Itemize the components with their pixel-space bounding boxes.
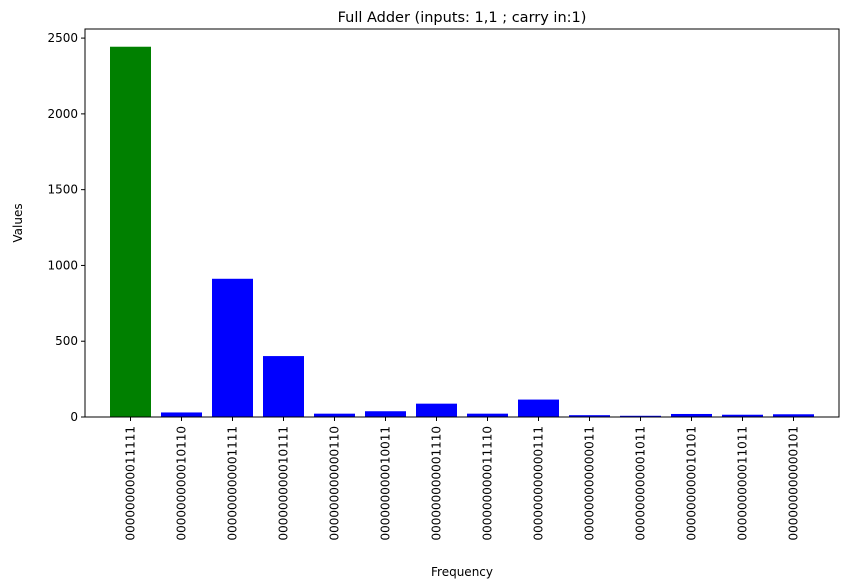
x-tick-label: 000000000000011: [583, 426, 597, 541]
x-tick-label: 000000000011110: [481, 426, 495, 541]
x-tick-label: 000000000001011: [634, 426, 648, 541]
y-tick-label: 1000: [47, 258, 78, 272]
x-tick-label: 000000000000101: [787, 426, 801, 541]
y-tick-label: 2500: [47, 31, 78, 45]
bar-000000000001111: [212, 278, 253, 417]
x-tick-label: 000000000010111: [277, 426, 291, 541]
x-tick-label: 000000000000110: [328, 426, 342, 541]
x-tick-label: 000000000010011: [379, 426, 393, 541]
x-tick-label: 000000000011111: [124, 426, 138, 541]
bar-000000000000011: [569, 415, 610, 417]
x-tick-label: 000000000011011: [736, 426, 750, 541]
x-tick-label: 000000000010101: [685, 426, 699, 541]
bar-000000000011111: [110, 46, 151, 417]
x-tick-label: 000000000001110: [430, 426, 444, 541]
bar-000000000000101: [773, 414, 814, 417]
y-tick-label: 0: [70, 410, 78, 424]
bar-000000000001011: [620, 415, 661, 417]
bar-000000000000110: [314, 413, 355, 417]
x-axis-label: Frequency: [431, 565, 493, 579]
bar-000000000010111: [263, 356, 304, 417]
x-tick-label: 000000000000111: [532, 426, 546, 541]
bar-000000000000111: [518, 399, 559, 417]
y-tick-label: 2000: [47, 107, 78, 121]
plot-frame: [84, 28, 840, 418]
bar-000000000010110: [161, 412, 202, 417]
bar-000000000011110: [467, 413, 508, 417]
y-tick-label: 1500: [47, 183, 78, 197]
bar-000000000001110: [416, 403, 457, 417]
bar-000000000010101: [671, 413, 712, 417]
y-axis-label: Values: [11, 203, 25, 242]
x-tick-label: 000000000001111: [226, 426, 240, 541]
chart-title: Full Adder (inputs: 1,1 ; carry in:1): [338, 10, 587, 26]
bar-000000000010011: [365, 411, 406, 417]
bar-000000000011011: [722, 414, 763, 417]
y-tick-label: 500: [55, 334, 78, 348]
x-tick-label: 000000000010110: [175, 426, 189, 541]
